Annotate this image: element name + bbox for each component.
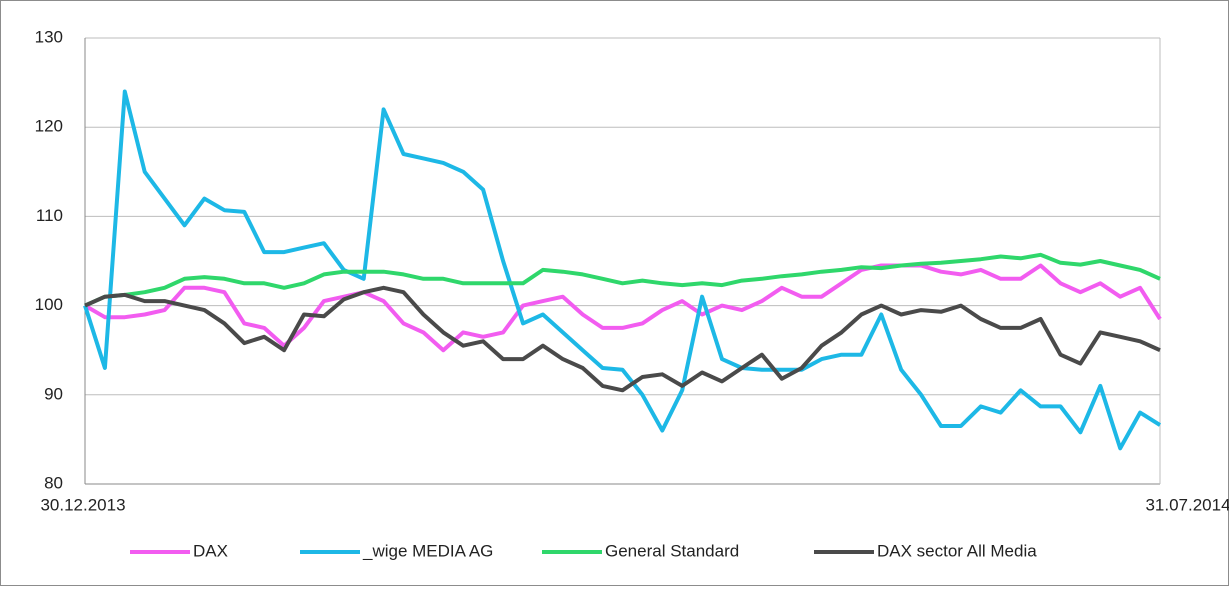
legend-label: General Standard (605, 541, 739, 560)
series-line (83, 89, 1162, 451)
legend-label: DAX sector All Media (877, 541, 1037, 560)
legend-label: DAX (193, 541, 228, 560)
x-tick-label: 31.07.2014 (1145, 495, 1229, 514)
y-tick-label: 120 (35, 117, 63, 136)
x-tick-label: 30.12.2013 (40, 495, 125, 514)
series-line (84, 252, 1161, 308)
y-tick-label: 130 (35, 27, 63, 46)
legend-label: _wige MEDIA AG (362, 541, 493, 560)
y-tick-label: 80 (44, 473, 63, 492)
y-tick-label: 110 (36, 206, 63, 225)
series-line (83, 263, 1162, 353)
series-line (84, 285, 1161, 393)
y-tick-label: 90 (44, 384, 63, 403)
y-tick-label: 100 (35, 295, 63, 314)
